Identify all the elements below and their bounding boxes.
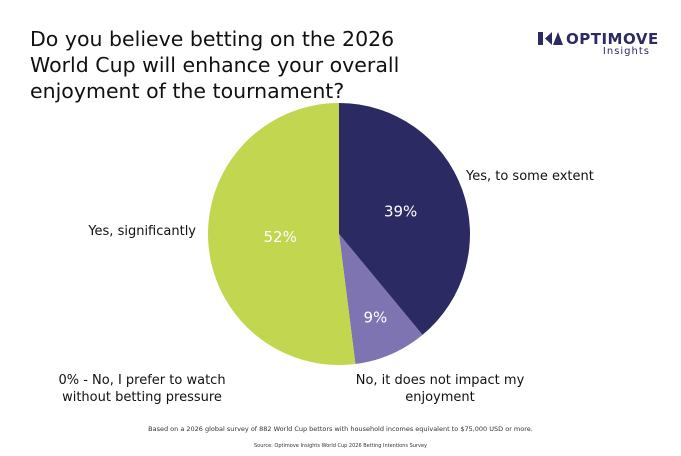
brand: OPTIMOVE bbox=[566, 30, 659, 48]
value-label: 52% bbox=[263, 228, 296, 246]
pie-slice bbox=[208, 102, 356, 365]
category-label: No, it does not impact my enjoyment bbox=[355, 373, 525, 405]
pie-slice bbox=[339, 234, 423, 364]
chart-title: Do you believe betting on the 2026 World… bbox=[30, 27, 400, 103]
logo-icon bbox=[538, 32, 563, 45]
value-label: 9% bbox=[364, 309, 388, 327]
category-label: 0% - No, I prefer to watch without betti… bbox=[58, 373, 226, 405]
brand-subtitle: Insights bbox=[602, 46, 650, 57]
pie-slice bbox=[339, 103, 470, 335]
source: Source: Optimove Insights World Cup 2026… bbox=[253, 443, 427, 449]
category-label: Yes, to some extent bbox=[466, 169, 594, 184]
footnote: Based on a 2026 global survey of 882 Wor… bbox=[148, 425, 533, 433]
value-label: 39% bbox=[384, 202, 417, 220]
category-label: Yes, significantly bbox=[88, 224, 196, 239]
